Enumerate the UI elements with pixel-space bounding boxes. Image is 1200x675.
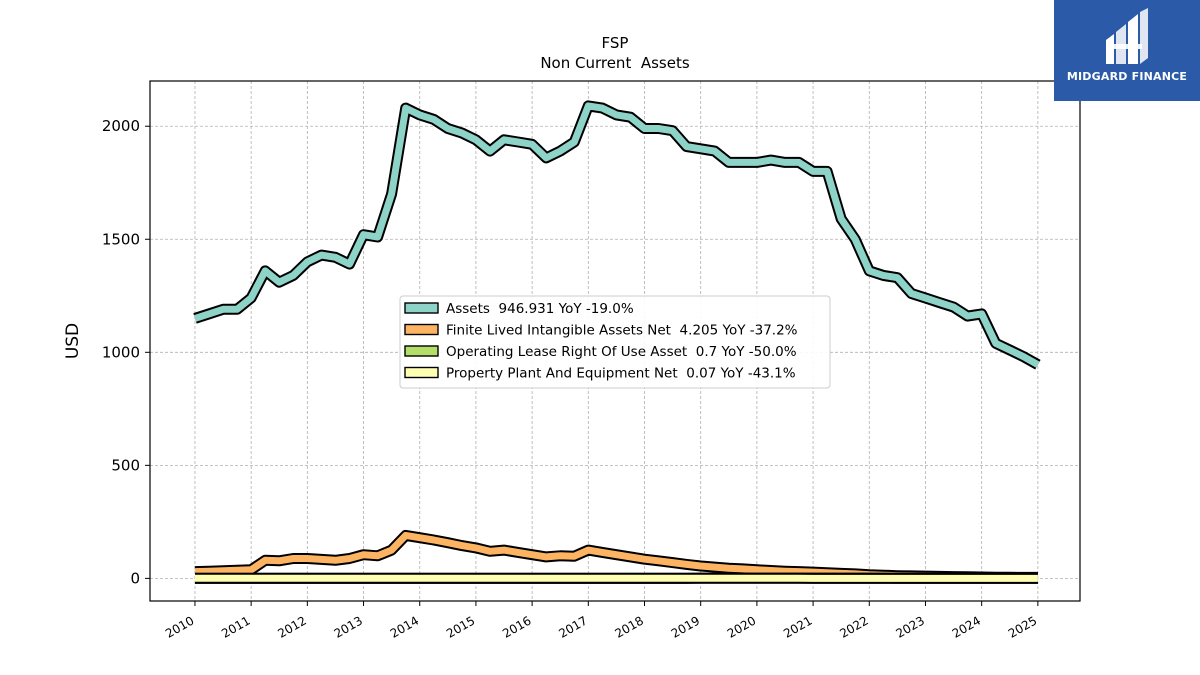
y-axis-label: USD <box>63 323 83 359</box>
midgard-logo-icon <box>1106 8 1148 64</box>
x-tick-label: 2017 <box>556 613 589 640</box>
legend-label: Assets 946.931 YoY -19.0% <box>446 301 634 317</box>
series-areas <box>193 100 1041 584</box>
x-tick-label: 2021 <box>781 613 814 640</box>
series-finite-lived-intangible-assets-net <box>194 529 1038 583</box>
x-tick-label: 2025 <box>1006 613 1039 640</box>
legend-label: Property Plant And Equipment Net 0.07 Yo… <box>446 366 796 382</box>
x-tick-label: 2012 <box>275 613 308 640</box>
x-tick-label: 2010 <box>163 613 196 640</box>
plot-frame <box>149 80 1081 602</box>
brand-logo: MIDGARD FINANCE <box>1054 0 1200 101</box>
legend-swatch <box>404 366 439 379</box>
legend-box <box>399 295 831 389</box>
x-tick-label: 2014 <box>388 613 421 640</box>
y-tick-label: 500 <box>111 456 140 474</box>
x-tick-label: 2022 <box>837 613 870 640</box>
x-tick-label: 2019 <box>669 613 702 640</box>
y-tick-label: 1500 <box>102 230 140 248</box>
x-tick-label: 2013 <box>332 613 365 640</box>
legend: Assets 946.931 YoY -19.0% Finite Lived In… <box>399 295 831 389</box>
legend-swatch <box>404 302 439 314</box>
brand-name: MIDGARD FINANCE <box>1066 70 1188 83</box>
chart-title: FSP <box>602 34 629 52</box>
x-tick-label: 2018 <box>613 613 646 640</box>
x-tick-label: 2020 <box>725 613 758 640</box>
y-tick-label: 1000 <box>102 343 140 361</box>
x-tick-label: 2011 <box>219 613 252 640</box>
legend-label: Operating Lease Right Of Use Asset 0.7 Y… <box>446 344 797 360</box>
y-tick-label: 2000 <box>102 117 140 135</box>
legend-swatch <box>404 323 439 336</box>
series-assets <box>193 100 1041 370</box>
series-line <box>193 102 1040 368</box>
x-tick-label: 2015 <box>444 613 477 640</box>
chart-subtitle: Non Current Assets <box>540 54 690 72</box>
legend-swatch <box>404 345 439 357</box>
y-tick-label: 0 <box>130 569 140 587</box>
x-tick-label: 2023 <box>894 613 927 640</box>
x-tick-label: 2024 <box>950 613 983 640</box>
legend-label: Finite Lived Intangible Assets Net 4.205… <box>446 323 798 339</box>
x-tick-label: 2016 <box>500 613 533 640</box>
